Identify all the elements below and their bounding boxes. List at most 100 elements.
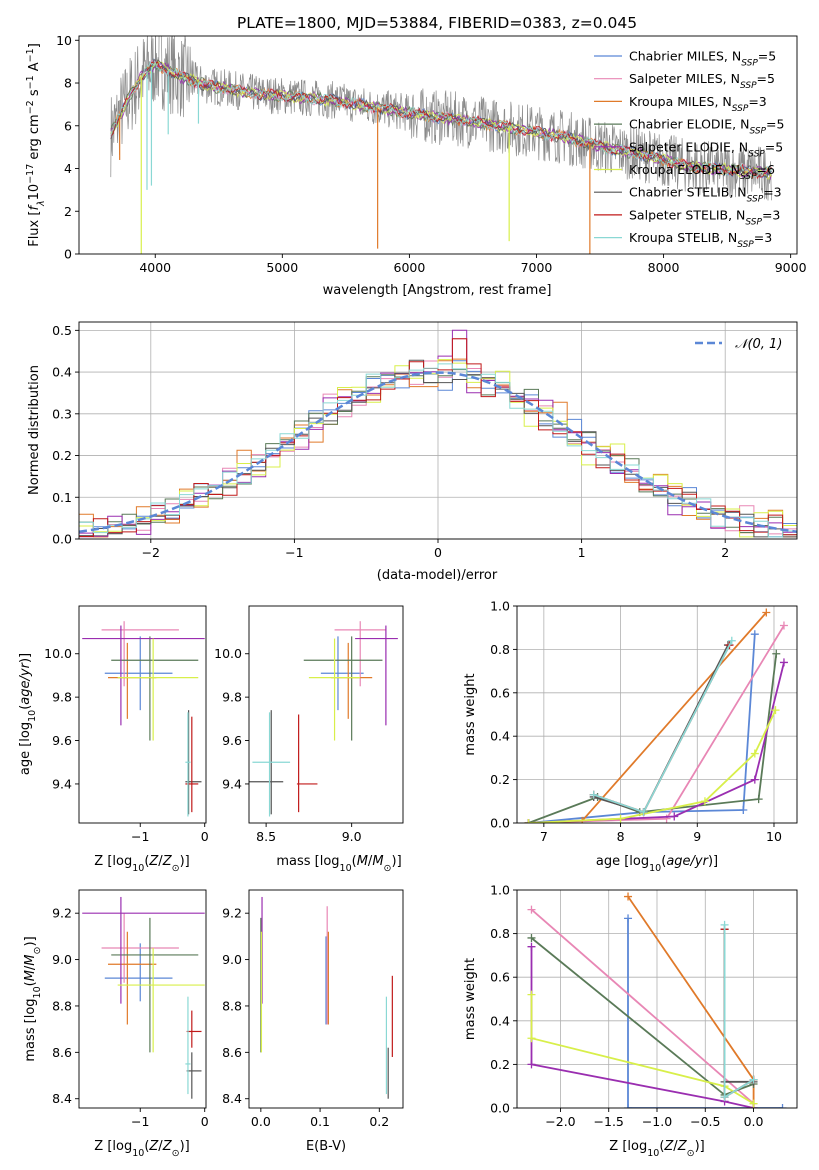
label-part: / bbox=[158, 854, 163, 869]
legend-label-suffix: =5 bbox=[765, 139, 783, 154]
mass-ebv-xlabel: E(B-V) bbox=[306, 1139, 346, 1154]
errorbar-chabrier-miles bbox=[104, 636, 173, 711]
errorbar-kroupa-elodie bbox=[117, 638, 199, 741]
weight-marker bbox=[739, 805, 748, 814]
errorbar-chabrier-miles bbox=[104, 943, 173, 1002]
label-part: 10 bbox=[27, 710, 38, 722]
x-tick-label: 1 bbox=[578, 545, 586, 560]
weight-marker bbox=[616, 814, 625, 823]
legend-label: Kroupa ELODIE, NSSP=6 bbox=[629, 162, 775, 182]
errorbar-kroupa-miles bbox=[108, 642, 157, 719]
legend-label-main: Kroupa MILES, N bbox=[629, 94, 732, 109]
weight-ylabel: mass weight bbox=[463, 958, 478, 1040]
y-tick-label: 8.6 bbox=[52, 1045, 72, 1060]
legend-label-sub: SSP bbox=[747, 195, 764, 205]
weight-marker bbox=[750, 630, 759, 639]
weight-ylabel: mass weight bbox=[463, 673, 478, 755]
plot-area-mass-vs-Z bbox=[82, 896, 205, 1099]
y-tick-label: 9.8 bbox=[222, 690, 242, 705]
label-part: )] bbox=[18, 653, 33, 663]
weight-line bbox=[627, 895, 755, 1108]
weight-marker bbox=[727, 636, 736, 645]
weight-line bbox=[723, 924, 755, 1099]
weight-marker bbox=[779, 621, 788, 630]
series-salpeter-stelib bbox=[589, 641, 734, 817]
y-tick-label: 0.1 bbox=[52, 490, 72, 505]
x-tick-label: 0.0 bbox=[744, 1114, 764, 1129]
x-tick-label: 0.1 bbox=[310, 1114, 330, 1129]
label-part: Z bbox=[148, 1139, 159, 1154]
errorbar-salpeter-miles bbox=[334, 621, 386, 687]
plot-area-weight-vs-age bbox=[524, 608, 788, 823]
label-part: / bbox=[158, 1139, 163, 1154]
legend-label-sub: SSP bbox=[741, 59, 758, 69]
label-part: f bbox=[27, 204, 42, 211]
x-tick-label: 9 bbox=[693, 829, 701, 844]
spectrum-xlabel: wavelength [Angstrom, rest frame] bbox=[323, 283, 552, 298]
label-part: A bbox=[27, 62, 42, 75]
y-tick-label: 9.4 bbox=[52, 776, 72, 791]
y-tick-label: 4 bbox=[64, 161, 72, 176]
y-tick-label: 0.0 bbox=[490, 816, 510, 831]
series-chabrier-stelib bbox=[589, 641, 732, 817]
legend-label-sub: SSP bbox=[737, 240, 754, 250]
x-tick-label: −1 bbox=[285, 545, 303, 560]
y-tick-label: 9.8 bbox=[52, 690, 72, 705]
axis-frame bbox=[78, 35, 798, 255]
legend-label-suffix: =3 bbox=[748, 94, 766, 109]
label-part: ( bbox=[352, 854, 357, 869]
x-tick-label: 0 bbox=[434, 545, 442, 560]
y-tick-label: 0.6 bbox=[490, 685, 510, 700]
y-tick-label: 1.0 bbox=[490, 883, 510, 898]
label-part: Z bbox=[677, 1139, 688, 1154]
legend-label: Kroupa STELIB, NSSP=3 bbox=[629, 230, 772, 250]
legend-label-main: Salpeter MILES, N bbox=[629, 71, 740, 86]
series-salpeter-stelib bbox=[720, 925, 758, 1102]
label-part: ( bbox=[661, 854, 666, 869]
label-part: M bbox=[372, 854, 383, 869]
label-part: Z bbox=[663, 1139, 674, 1154]
label-part: age [log bbox=[18, 722, 33, 775]
label-part: M bbox=[23, 970, 38, 981]
y-tick-label: 2 bbox=[64, 204, 72, 219]
legend-label-suffix: =5 bbox=[766, 117, 784, 132]
errorbar-salpeter-elodie bbox=[82, 896, 205, 1004]
label-part: ( bbox=[23, 981, 38, 986]
x-tick-label: 0.2 bbox=[369, 1114, 389, 1129]
label-part: λ bbox=[36, 200, 47, 207]
x-tick-label: −2.0 bbox=[545, 1114, 575, 1129]
label-part: Z [log bbox=[94, 854, 132, 869]
x-tick-label: −1.0 bbox=[642, 1114, 672, 1129]
x-tick-label: −0.5 bbox=[690, 1114, 720, 1129]
x-tick-label: 2 bbox=[721, 545, 729, 560]
weight-line bbox=[528, 625, 785, 823]
legend-label: Chabrier ELODIE, NSSP=5 bbox=[629, 117, 784, 137]
x-tick-label: −1 bbox=[131, 1114, 149, 1129]
axis-frame-weight-vs-Z: −2.0 −1.5 −1.0 −0.5 0.0 0.0 0.2 0.4 0.6 0.8 1.0 bbox=[490, 883, 798, 1129]
y-tick-label: 9.6 bbox=[222, 733, 242, 748]
axes-weight-vs-age: 7 8 9 10 0.0 0.2 0.4 0.6 0.8 1.0 bbox=[490, 599, 798, 844]
errorbar-kroupa-miles bbox=[108, 931, 157, 1025]
label-part: −1 bbox=[25, 75, 36, 89]
y-tick-label: 9.2 bbox=[222, 906, 242, 921]
y-tick-label: 0.2 bbox=[490, 1057, 510, 1072]
series-chabrier-stelib bbox=[720, 925, 758, 1086]
y-tick-label: 0.4 bbox=[490, 729, 510, 744]
errorbar-kroupa-stelib bbox=[185, 996, 191, 1095]
label-part: Flux [ bbox=[27, 211, 42, 247]
axes-weight-vs-Z: −2.0 −1.5 −1.0 −0.5 0.0 0.0 0.2 0.4 0.6 0.8 1.0 bbox=[490, 883, 798, 1129]
label-part: Z bbox=[162, 854, 173, 869]
residual-ylabel: Normed distribution bbox=[27, 365, 42, 495]
errorbar-chabrier-elodie bbox=[303, 636, 383, 741]
weight-marker bbox=[670, 812, 679, 821]
label-part: ⊙ bbox=[687, 1148, 695, 1159]
weight-marker bbox=[624, 1104, 633, 1108]
axis-frame bbox=[248, 889, 404, 1109]
y-tick-label: 0 bbox=[64, 247, 72, 262]
label-part: ⊙ bbox=[172, 863, 180, 874]
plot-area-spectrum bbox=[110, 36, 773, 254]
label-part: −2 bbox=[25, 100, 36, 114]
legend-label-suffix: =3 bbox=[763, 185, 781, 200]
histogram-kroupa-stelib bbox=[79, 363, 797, 539]
